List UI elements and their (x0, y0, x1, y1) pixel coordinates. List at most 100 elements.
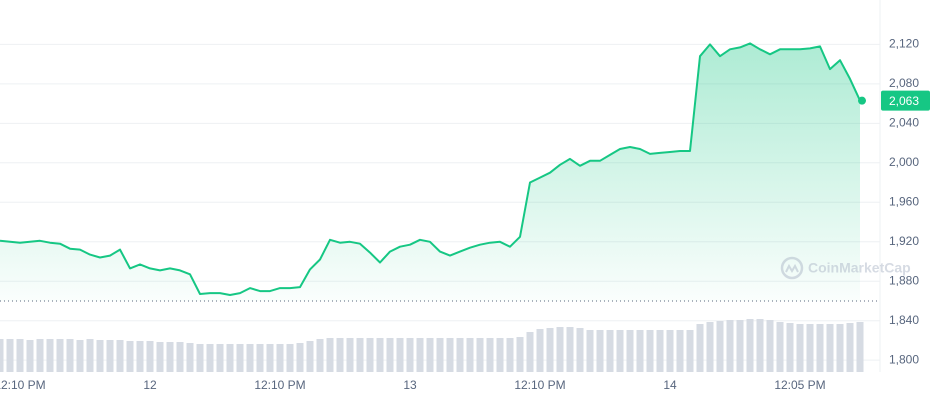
volume-bar (226, 344, 234, 372)
volume-bar (326, 338, 334, 372)
y-tick-label: 2,040 (889, 116, 919, 130)
y-tick-label: 1,800 (889, 352, 919, 366)
volume-bar (16, 339, 24, 372)
volume-bar (856, 322, 864, 372)
volume-bar (736, 320, 744, 372)
volume-bar (336, 338, 344, 372)
volume-bar (76, 340, 84, 372)
volume-bar (206, 344, 214, 372)
volume-bar (0, 339, 4, 372)
volume-bar (346, 338, 354, 372)
volume-bar (726, 320, 734, 372)
volume-bar (266, 344, 274, 372)
volume-bar (666, 330, 674, 372)
volume-bar (486, 338, 494, 372)
current-price-badge (881, 90, 930, 111)
volume-bar (776, 322, 784, 372)
volume-bar (416, 338, 424, 372)
volume-bar (396, 338, 404, 372)
volume-bar (156, 342, 164, 372)
volume-bar (86, 339, 94, 372)
volume-bar (606, 330, 614, 372)
volume-bar (96, 340, 104, 372)
y-tick-label: 2,120 (889, 37, 919, 51)
volume-bar (256, 344, 264, 372)
volume-bar (376, 338, 384, 372)
volume-bar (476, 338, 484, 372)
volume-bar (116, 340, 124, 372)
volume-bar (166, 342, 174, 372)
volume-bar (26, 340, 34, 372)
x-tick-label: 12:10 PM (514, 378, 565, 392)
volume-bar (196, 344, 204, 372)
volume-bar (526, 332, 534, 372)
y-tick-label: 2,000 (889, 155, 919, 169)
volume-bar (806, 324, 814, 372)
x-tick-label: 14 (663, 378, 677, 392)
volume-bar (216, 344, 224, 372)
volume-bar (446, 338, 454, 372)
price-line (0, 42, 861, 296)
volume-bar (836, 324, 844, 372)
y-tick-label: 2,080 (889, 76, 919, 90)
volume-bar (506, 338, 514, 372)
volume-bar (306, 341, 314, 372)
volume-bar (786, 323, 794, 372)
y-tick-label: 1,840 (889, 313, 919, 327)
volume-bar (676, 330, 684, 372)
volume-bar (276, 344, 284, 372)
volume-bar (756, 319, 764, 372)
volume-bar (636, 330, 644, 372)
volume-bar (456, 338, 464, 372)
volume-bar (826, 324, 834, 372)
current-price-dot (858, 96, 866, 105)
volume-bar (566, 327, 574, 372)
watermark: CoinMarketCap (780, 256, 911, 280)
volume-bar (746, 319, 754, 372)
y-tick-label: 1,880 (889, 273, 919, 287)
volume-bar (716, 321, 724, 372)
volume-bar (66, 339, 74, 372)
volume-bar (556, 327, 564, 372)
volume-bar (36, 339, 44, 372)
volume-bar (436, 338, 444, 372)
volume-bar (766, 320, 774, 372)
y-tick-label: 1,960 (889, 194, 919, 208)
volume-bar (536, 329, 544, 372)
volume-bar (136, 341, 144, 372)
volume-bar (406, 338, 414, 372)
volume-bar (366, 338, 374, 372)
volume-bar (816, 324, 824, 372)
volume-bar (646, 330, 654, 372)
volume-bar (106, 340, 114, 372)
volume-bar (796, 324, 804, 372)
volume-bar (46, 339, 54, 372)
volume-bar (356, 338, 364, 372)
volume-bar (176, 342, 184, 372)
volume-bar (516, 337, 524, 372)
x-tick-label: 12:10 PM (0, 378, 46, 392)
volume-bar (126, 341, 134, 372)
volume-bar (496, 338, 504, 372)
volume-bar (586, 330, 594, 372)
volume-bar (656, 330, 664, 372)
volume-bar (576, 328, 584, 372)
volume-bar (286, 344, 294, 372)
volume-bar (846, 323, 854, 372)
watermark-text: CoinMarketCap (808, 260, 911, 276)
y-tick-label: 1,920 (889, 234, 919, 248)
x-tick-label: 13 (403, 378, 417, 392)
volume-bar (246, 344, 254, 372)
price-area (0, 43, 860, 301)
volume-bar (316, 339, 324, 372)
volume-bar (296, 343, 304, 372)
current-price-label: 2,063 (889, 94, 919, 108)
volume-bar (626, 330, 634, 372)
volume-bar (546, 328, 554, 372)
x-tick-label: 12:10 PM (254, 378, 305, 392)
volume-bar (596, 330, 604, 372)
volume-bar (706, 322, 714, 372)
volume-bar (686, 330, 694, 372)
volume-bar (426, 338, 434, 372)
